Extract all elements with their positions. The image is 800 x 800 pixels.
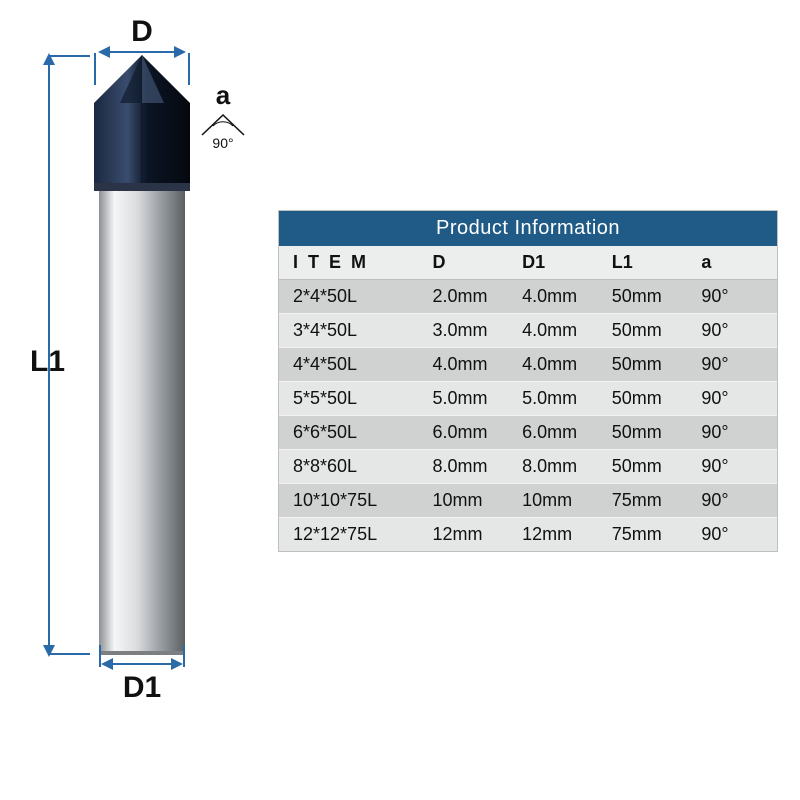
dim-d1-label: D1 xyxy=(99,671,185,705)
cell-d1: 5.0mm xyxy=(508,382,598,416)
cell-a: 90° xyxy=(687,382,777,416)
cell-d1: 12mm xyxy=(508,518,598,552)
table-header-row: ITEM D D1 L1 a xyxy=(279,246,777,280)
cell-l1: 50mm xyxy=(598,416,688,450)
cell-a: 90° xyxy=(687,450,777,484)
dim-l1-label: L1 xyxy=(30,345,65,379)
dim-a-label: a xyxy=(200,80,246,111)
cell-l1: 50mm xyxy=(598,450,688,484)
table-row: 12*12*75L12mm12mm75mm90° xyxy=(279,518,777,552)
table-row: 3*4*50L3.0mm4.0mm50mm90° xyxy=(279,314,777,348)
cell-d1: 4.0mm xyxy=(508,348,598,382)
cell-a: 90° xyxy=(687,484,777,518)
cell-d1: 4.0mm xyxy=(508,280,598,314)
dim-l1-tick xyxy=(48,55,90,57)
cell-a: 90° xyxy=(687,280,777,314)
cell-a: 90° xyxy=(687,314,777,348)
cell-item: 5*5*50L xyxy=(279,382,418,416)
dim-d-label: D xyxy=(94,15,190,49)
table-row: 2*4*50L2.0mm4.0mm50mm90° xyxy=(279,280,777,314)
table-row: 6*6*50L6.0mm6.0mm50mm90° xyxy=(279,416,777,450)
cell-d1: 10mm xyxy=(508,484,598,518)
cell-item: 8*8*60L xyxy=(279,450,418,484)
cell-item: 12*12*75L xyxy=(279,518,418,552)
table-row: 4*4*50L4.0mm4.0mm50mm90° xyxy=(279,348,777,382)
cell-item: 10*10*75L xyxy=(279,484,418,518)
col-header-d1: D1 xyxy=(508,246,598,280)
dim-d1: D1 xyxy=(99,663,185,705)
cell-d: 12mm xyxy=(418,518,508,552)
dim-a: a 90° xyxy=(200,80,246,151)
col-header-item: ITEM xyxy=(279,246,418,280)
col-header-d: D xyxy=(418,246,508,280)
table-row: 10*10*75L10mm10mm75mm90° xyxy=(279,484,777,518)
dim-d1-line xyxy=(105,663,179,665)
dim-d-line xyxy=(102,51,182,53)
cell-d1: 6.0mm xyxy=(508,416,598,450)
cell-item: 2*4*50L xyxy=(279,280,418,314)
cell-a: 90° xyxy=(687,416,777,450)
cell-d: 8.0mm xyxy=(418,450,508,484)
cell-d1: 4.0mm xyxy=(508,314,598,348)
cell-l1: 50mm xyxy=(598,382,688,416)
cell-a: 90° xyxy=(687,518,777,552)
cell-item: 4*4*50L xyxy=(279,348,418,382)
dim-a-value: 90° xyxy=(200,135,246,151)
cell-l1: 50mm xyxy=(598,314,688,348)
cell-d: 4.0mm xyxy=(418,348,508,382)
cell-d: 3.0mm xyxy=(418,314,508,348)
dim-l1-tick xyxy=(48,653,90,655)
table-row: 8*8*60L8.0mm8.0mm50mm90° xyxy=(279,450,777,484)
cell-d: 6.0mm xyxy=(418,416,508,450)
cell-d: 10mm xyxy=(418,484,508,518)
cell-d1: 8.0mm xyxy=(508,450,598,484)
angle-icon xyxy=(200,113,246,137)
cell-item: 3*4*50L xyxy=(279,314,418,348)
dim-d: D xyxy=(94,15,190,53)
tool-diagram: L1 D a 90° xyxy=(40,55,250,695)
col-header-a: a xyxy=(687,246,777,280)
cell-a: 90° xyxy=(687,348,777,382)
table-title: Product Information xyxy=(279,211,777,246)
cell-l1: 50mm xyxy=(598,348,688,382)
cell-l1: 50mm xyxy=(598,280,688,314)
cell-item: 6*6*50L xyxy=(279,416,418,450)
cell-d: 2.0mm xyxy=(418,280,508,314)
cell-l1: 75mm xyxy=(598,484,688,518)
cell-d: 5.0mm xyxy=(418,382,508,416)
table-row: 5*5*50L5.0mm5.0mm50mm90° xyxy=(279,382,777,416)
product-table: Product Information ITEM D D1 L1 a 2*4*5… xyxy=(278,210,778,552)
spec-table: ITEM D D1 L1 a 2*4*50L2.0mm4.0mm50mm90°3… xyxy=(279,246,777,551)
col-header-l1: L1 xyxy=(598,246,688,280)
cell-l1: 75mm xyxy=(598,518,688,552)
tool-body xyxy=(94,55,190,655)
